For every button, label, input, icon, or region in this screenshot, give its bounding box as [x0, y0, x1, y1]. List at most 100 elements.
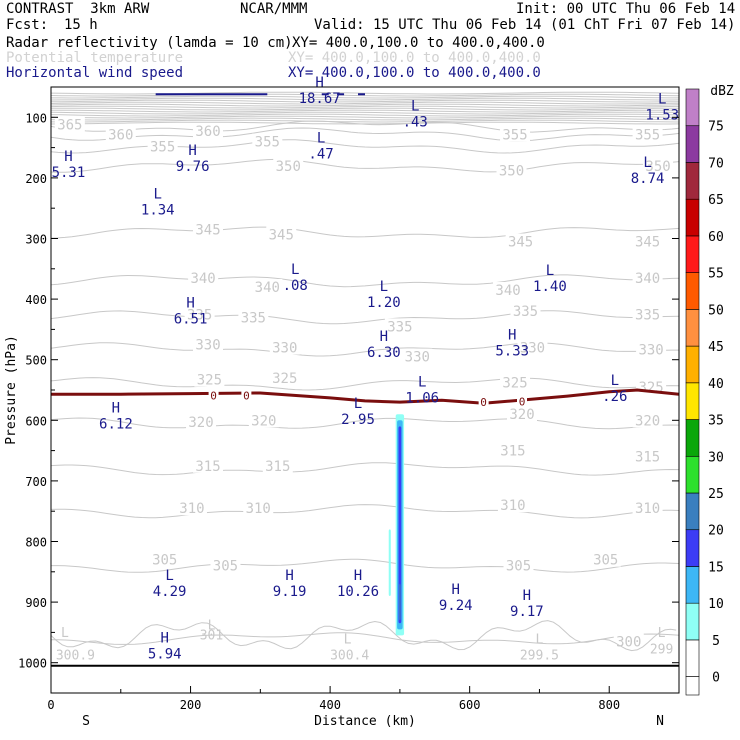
x-tick-label: 800	[598, 698, 620, 712]
colorbar-bin-30	[685, 419, 700, 457]
wind-extremum-mark: H	[64, 149, 72, 165]
theta-label-bg	[636, 341, 667, 357]
org-label: NCAR/MMM	[240, 1, 308, 17]
theta-label-bg	[493, 282, 524, 298]
theta-extremum-mark: L	[658, 626, 666, 641]
theta-label-bg	[497, 497, 528, 513]
theta-label-315: 315	[500, 444, 525, 460]
y-tick-label: 1000	[18, 657, 47, 671]
theta-label-bg	[613, 633, 644, 649]
theta-label-310: 310	[179, 501, 204, 517]
theta-label-bg	[507, 406, 537, 422]
wind-extremum-mark: L	[411, 99, 419, 115]
theta-label-355: 355	[255, 135, 280, 151]
colorbar-bin-20	[685, 492, 700, 531]
wind-extremum-mark: H	[380, 329, 388, 345]
theta-label-325: 325	[197, 373, 222, 389]
wind-extremum-value: 6.12	[99, 416, 133, 432]
theta-label-bg	[503, 557, 534, 573]
theta-strat-line	[51, 107, 679, 111]
freezing-level-label: 0	[210, 389, 217, 402]
wind-extremum-value: .43	[403, 115, 428, 131]
theta-label-bg	[384, 318, 415, 334]
theta-label-bg	[632, 306, 663, 322]
field-name-theta: Potential temperature	[6, 50, 184, 66]
theta-label-320: 320	[509, 407, 534, 423]
theta-label-bg	[252, 278, 283, 294]
x-tick-label: 0	[47, 698, 54, 712]
valid-time: Valid: 15 UTC Thu 06 Feb 14 (01 ChT Fri …	[314, 17, 736, 33]
wind-extremum-value: 9.76	[176, 159, 210, 175]
colorbar-bin-40	[685, 345, 700, 384]
wind-extremum-mark: H	[188, 143, 196, 159]
reflectivity-layer	[388, 414, 405, 636]
colorbar-bin-15	[685, 529, 700, 567]
theta-label-300: 300	[616, 634, 641, 650]
theta-label-bg	[632, 448, 663, 464]
theta-label-330: 330	[520, 341, 545, 357]
wind-extremum-mark: L	[291, 262, 299, 278]
theta-label-305: 305	[213, 559, 238, 575]
theta-label-310: 310	[635, 501, 660, 517]
theta-label-bg	[184, 306, 215, 322]
theta-extremum-mark: L	[344, 632, 352, 647]
wind-extremum-mark: L	[643, 155, 651, 171]
field-xy-reflectivity: XY= 400.0,100.0 to 400.0,400.0	[292, 35, 545, 51]
theta-label-365: 365	[57, 118, 82, 134]
y-tick-label: 600	[25, 414, 47, 428]
theta-label-bg	[266, 226, 297, 242]
wind-extremum-value: 8.74	[631, 171, 665, 187]
theta-strat-line	[51, 97, 679, 101]
theta-label-320: 320	[188, 415, 213, 431]
theta-contour-305	[51, 558, 679, 573]
wind-extremum-value: 1.34	[141, 202, 175, 218]
theta-label-bg	[500, 126, 531, 142]
theta-label-bg	[252, 133, 283, 149]
theta-strat-line	[51, 121, 679, 125]
theta-label-bg	[210, 557, 241, 573]
colorbar-bin-65	[685, 162, 700, 200]
wind-extremum-mark: H	[161, 631, 169, 647]
wind-extremum-mark: L	[546, 263, 554, 279]
colorbar-level-label: 70	[708, 156, 724, 171]
wind-extremum-mark: H	[112, 400, 120, 416]
freezing-level: 0 0 0 0	[51, 388, 679, 409]
y-tick-label: 300	[25, 233, 47, 247]
theta-label-360: 360	[108, 127, 133, 143]
theta-label-330: 330	[638, 342, 663, 358]
wind-extremum-value: 5.94	[148, 647, 182, 663]
theta-label-355: 355	[150, 139, 175, 155]
theta-label-335: 335	[387, 319, 412, 335]
theta-label-315: 315	[195, 459, 220, 475]
theta-label-335: 335	[187, 307, 212, 323]
wind-extremum-value: 9.17	[510, 604, 544, 620]
theta-label-355: 355	[635, 127, 660, 143]
y-tick-label: 900	[25, 596, 47, 610]
x-axis-label: Distance (km)	[314, 714, 416, 729]
theta-extremum-value: 299.5	[520, 649, 559, 664]
theta-strat-line	[51, 99, 679, 103]
colorbar-level-label: 20	[708, 524, 724, 539]
theta-label-340: 340	[635, 271, 660, 287]
theta-label-325: 325	[502, 376, 527, 392]
wind-extremum-mark: L	[380, 279, 388, 295]
theta-label-320: 320	[251, 413, 276, 429]
colorbar-level-label: 75	[708, 120, 724, 135]
wind-extrema: H18.67 L.43L1.53L.47H9.76H5.31L8.74L1.34L…	[52, 75, 680, 663]
theta-extremum-mark: L	[61, 626, 69, 641]
theta-label-bg	[105, 126, 136, 142]
wind-extremum-mark: L	[611, 373, 619, 389]
colorbar-level-label: 10	[708, 597, 724, 612]
theta-strat-line	[51, 101, 679, 105]
theta-label-bg	[590, 551, 621, 567]
theta-label-355: 355	[502, 127, 527, 143]
theta-contour-320	[51, 417, 679, 430]
model-title: CONTRAST 3km ARW	[6, 1, 150, 17]
theta-label-310: 310	[500, 498, 525, 514]
x-tick-label: 600	[459, 698, 481, 712]
theta-strat-line	[51, 119, 679, 123]
theta-label-bg	[632, 269, 663, 285]
freezing-level-label: 0	[519, 396, 526, 409]
wind-extremum-value: 6.30	[367, 345, 401, 361]
